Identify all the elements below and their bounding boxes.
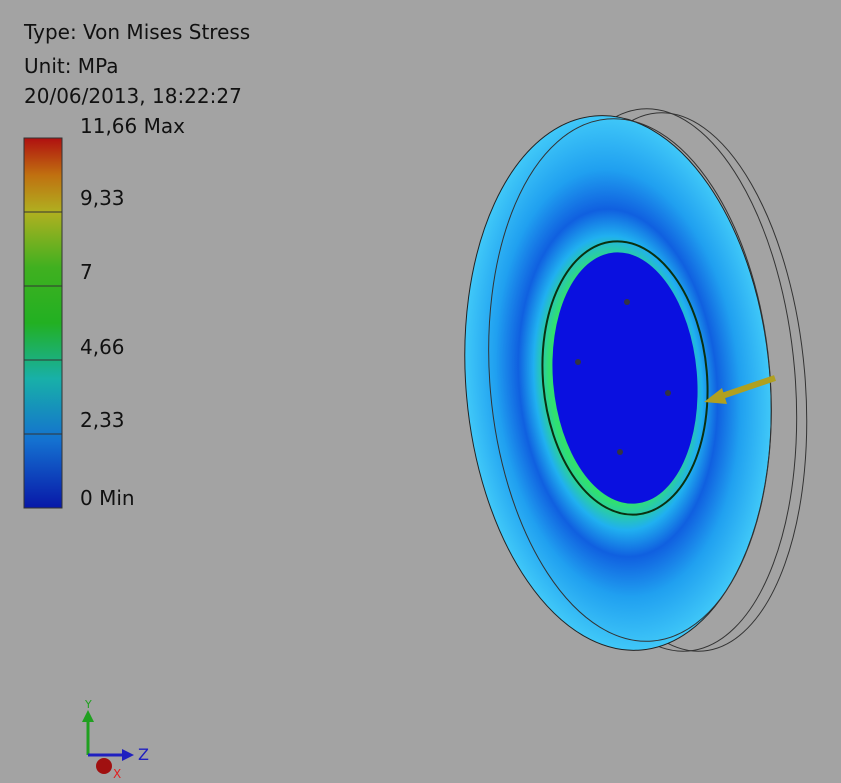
y-arrow bbox=[82, 710, 94, 722]
bolt-point bbox=[665, 390, 671, 396]
legend-label: 9,33 bbox=[80, 186, 125, 210]
bolt-point bbox=[575, 359, 581, 365]
x-label: X bbox=[113, 767, 121, 781]
bolt-point bbox=[624, 299, 630, 305]
legend-bar bbox=[24, 138, 62, 508]
result-unit: Unit: MPa bbox=[24, 54, 118, 78]
x-axis bbox=[96, 758, 112, 774]
legend-label: 7 bbox=[80, 260, 93, 284]
legend-label: 11,66 Max bbox=[80, 114, 185, 138]
legend-label: 4,66 bbox=[80, 335, 125, 359]
legend-label: 2,33 bbox=[80, 408, 125, 432]
z-arrow bbox=[122, 749, 134, 761]
bolt-point bbox=[617, 449, 623, 455]
axis-triad: Y Z X bbox=[82, 698, 149, 781]
z-label: Z bbox=[138, 745, 149, 764]
color-scale bbox=[24, 138, 62, 508]
legend-label: 0 Min bbox=[80, 486, 135, 510]
viewport: Y Z X Type: Von Mises Stress Unit: MPa 2… bbox=[0, 0, 841, 783]
y-label: Y bbox=[84, 698, 92, 711]
result-type: Type: Von Mises Stress bbox=[24, 20, 250, 44]
timestamp: 20/06/2013, 18:22:27 bbox=[24, 84, 242, 108]
